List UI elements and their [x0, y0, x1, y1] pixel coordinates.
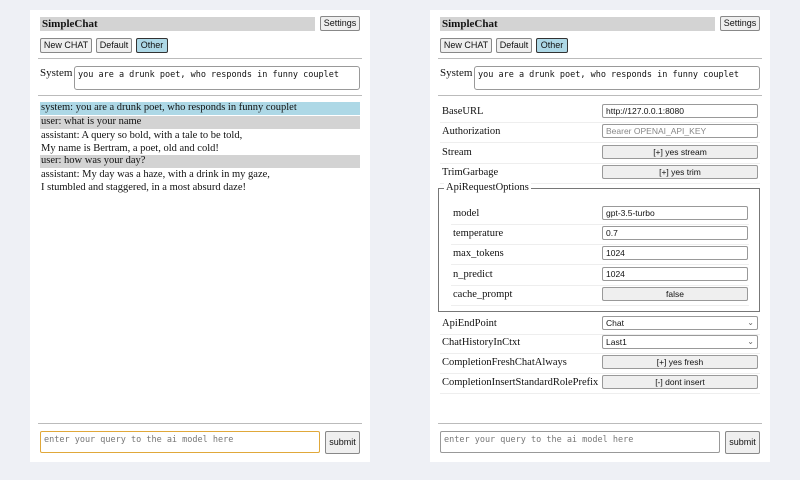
- default-chat-button[interactable]: Default: [496, 38, 532, 53]
- setting-role-prefix: CompletionInsertStandardRolePrefix [-] do…: [440, 374, 760, 394]
- setting-completion-fresh: CompletionFreshChatAlways [+] yes fresh: [440, 354, 760, 374]
- system-prompt-input[interactable]: you are a drunk poet, who responds in fu…: [474, 66, 760, 90]
- new-chat-button[interactable]: New CHAT: [440, 38, 492, 53]
- system-prompt-input[interactable]: you are a drunk poet, who responds in fu…: [74, 66, 360, 90]
- divider: [438, 423, 762, 424]
- chevron-down-icon: ⌄: [747, 318, 754, 327]
- chat-message-user: user: how was your day?: [40, 155, 360, 168]
- select-value: Chat: [606, 318, 624, 328]
- stream-label: Stream: [442, 147, 472, 158]
- setting-n-predict: n_predict 1024: [451, 266, 749, 286]
- setting-authorization: Authorization Bearer OPENAI_API_KEY: [440, 123, 760, 143]
- select-value: Last1: [606, 337, 627, 347]
- chat-history-label: ChatHistoryInCtxt: [442, 337, 521, 348]
- role-prefix-label: CompletionInsertStandardRolePrefix: [442, 377, 599, 388]
- setting-chat-history: ChatHistoryInCtxt Last1 ⌄: [440, 334, 760, 354]
- chat-message-assistant: assistant: A query so bold, with a tale …: [40, 130, 360, 155]
- query-input[interactable]: enter your query to the ai model here: [40, 431, 320, 453]
- query-input[interactable]: enter your query to the ai model here: [440, 431, 720, 453]
- trim-garbage-label: TrimGarbage: [442, 167, 499, 178]
- completion-fresh-label: CompletionFreshChatAlways: [442, 357, 567, 368]
- setting-trim-garbage: TrimGarbage [+] yes trim: [440, 164, 760, 184]
- chat-message-user: user: what is your name: [40, 116, 360, 129]
- setting-cache-prompt: cache_prompt false: [451, 286, 749, 306]
- role-prefix-toggle-button[interactable]: [-] dont insert: [602, 375, 758, 389]
- divider: [438, 58, 762, 59]
- max-tokens-input[interactable]: 1024: [602, 246, 748, 260]
- model-label: model: [453, 208, 480, 219]
- chat-history-select[interactable]: Last1 ⌄: [602, 335, 758, 349]
- system-label: System: [40, 67, 73, 79]
- other-chat-button[interactable]: Other: [536, 38, 568, 53]
- base-url-input[interactable]: http://127.0.0.1:8080: [602, 104, 758, 118]
- new-chat-button[interactable]: New CHAT: [40, 38, 92, 53]
- n-predict-input[interactable]: 1024: [602, 267, 748, 281]
- chat-panel: SimpleChat Settings New CHAT Default Oth…: [30, 10, 370, 462]
- divider: [438, 95, 762, 96]
- base-url-label: BaseURL: [442, 106, 484, 117]
- cache-prompt-toggle-button[interactable]: false: [602, 287, 748, 301]
- model-input[interactable]: gpt-3.5-turbo: [602, 206, 748, 220]
- message-line: assistant: My day was a haze, with a dri…: [41, 169, 270, 180]
- submit-button[interactable]: submit: [325, 431, 360, 454]
- message-line: My name is Bertram, a poet, old and cold…: [41, 142, 219, 154]
- message-line: assistant: A query so bold, with a tale …: [41, 130, 243, 141]
- max-tokens-label: max_tokens: [453, 248, 504, 259]
- authorization-input[interactable]: Bearer OPENAI_API_KEY: [602, 124, 758, 138]
- system-label: System: [440, 67, 473, 79]
- stream-toggle-button[interactable]: [+] yes stream: [602, 145, 758, 159]
- setting-stream: Stream [+] yes stream: [440, 144, 760, 164]
- divider: [38, 58, 362, 59]
- default-chat-button[interactable]: Default: [96, 38, 132, 53]
- setting-model: model gpt-3.5-turbo: [451, 205, 749, 225]
- temperature-input[interactable]: 0.7: [602, 226, 748, 240]
- n-predict-label: n_predict: [453, 269, 493, 280]
- message-line: I stumbled and staggered, in a most absu…: [41, 181, 246, 193]
- chat-message-assistant: assistant: My day was a haze, with a dri…: [40, 169, 360, 194]
- app-title: SimpleChat: [40, 17, 315, 31]
- other-chat-button[interactable]: Other: [136, 38, 168, 53]
- api-request-options-legend: ApiRequestOptions: [444, 182, 531, 193]
- completion-fresh-toggle-button[interactable]: [+] yes fresh: [602, 355, 758, 369]
- setting-base-url: BaseURL http://127.0.0.1:8080: [440, 103, 760, 123]
- api-endpoint-select[interactable]: Chat ⌄: [602, 316, 758, 330]
- chat-message-system: system: you are a drunk poet, who respon…: [40, 102, 360, 115]
- app-title: SimpleChat: [440, 17, 715, 31]
- temperature-label: temperature: [453, 228, 504, 239]
- authorization-label: Authorization: [442, 126, 501, 137]
- settings-button[interactable]: Settings: [320, 16, 360, 31]
- cache-prompt-label: cache_prompt: [453, 289, 513, 300]
- settings-panel: SimpleChat Settings New CHAT Default Oth…: [430, 10, 770, 462]
- settings-button[interactable]: Settings: [720, 16, 760, 31]
- trim-garbage-toggle-button[interactable]: [+] yes trim: [602, 165, 758, 179]
- setting-temperature: temperature 0.7: [451, 225, 749, 245]
- divider: [38, 95, 362, 96]
- submit-button[interactable]: submit: [725, 431, 760, 454]
- api-request-options-fieldset: model gpt-3.5-turbo temperature 0.7 max_to…: [438, 188, 760, 312]
- divider: [38, 423, 362, 424]
- api-endpoint-label: ApiEndPoint: [442, 318, 497, 329]
- setting-api-endpoint: ApiEndPoint Chat ⌄: [440, 315, 760, 335]
- setting-max-tokens: max_tokens 1024: [451, 245, 749, 265]
- chevron-down-icon: ⌄: [747, 337, 754, 346]
